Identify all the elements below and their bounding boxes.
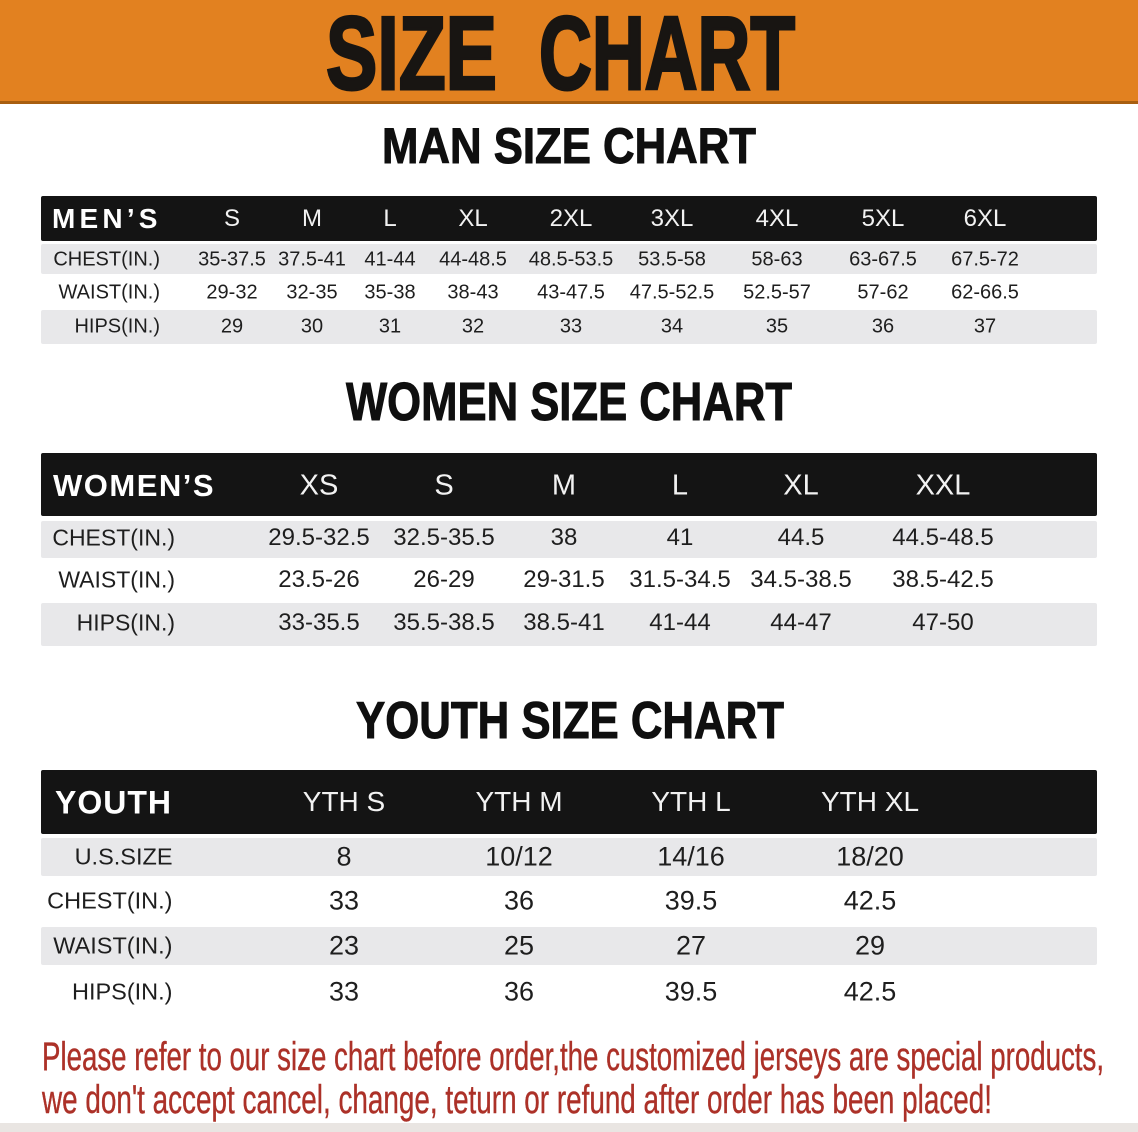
svg-text:WOMEN SIZE CHART: WOMEN SIZE CHART bbox=[346, 372, 792, 432]
svg-text:SIZE: SIZE bbox=[326, 0, 497, 112]
svg-text:MAN SIZE CHART: MAN SIZE CHART bbox=[382, 118, 756, 174]
svg-text:Please refer to our size chart: Please refer to our size chart before or… bbox=[42, 1035, 1104, 1079]
svg-text:CHART: CHART bbox=[539, 0, 795, 112]
svg-text:we don't accept cancel, change: we don't accept cancel, change, teturn o… bbox=[41, 1078, 992, 1122]
svg-text:YOUTH SIZE CHART: YOUTH SIZE CHART bbox=[356, 692, 784, 750]
